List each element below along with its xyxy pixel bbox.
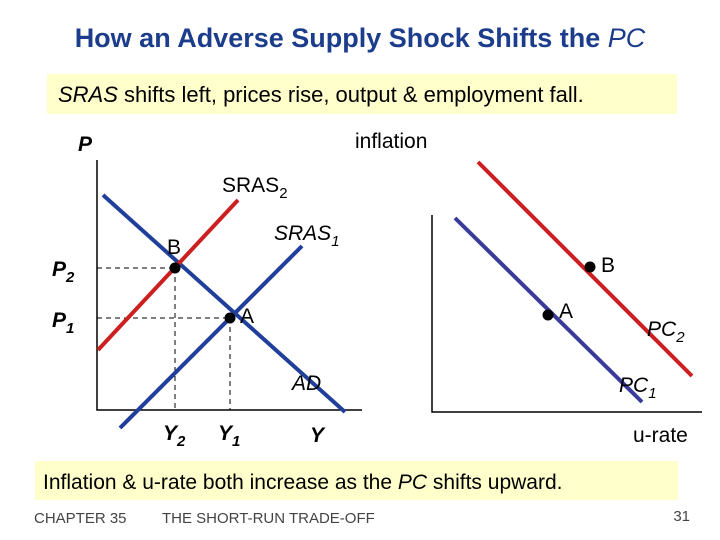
dashed-guides — [97, 267, 231, 410]
point-a — [224, 312, 236, 324]
curve-label: PC1 — [619, 374, 657, 402]
price-label: P1 — [52, 309, 74, 337]
x-axis-label: Y — [310, 424, 326, 447]
y-axis-label: inflation — [355, 130, 427, 153]
point-label: B — [167, 236, 181, 259]
footer-title: THE SHORT-RUN TRADE-OFF — [162, 510, 375, 527]
right-axes — [431, 215, 702, 413]
sras1-curve — [118, 244, 304, 430]
x-axis-label: u-rate — [633, 424, 688, 447]
point-label: A — [559, 300, 573, 323]
curve-label: PC2 — [647, 318, 685, 346]
y-axis-label: P — [78, 133, 93, 156]
conclusion-box — [35, 461, 678, 500]
curve-label: SRAS2 — [222, 174, 288, 202]
conclusion: Inflation & u-rate both increase as the … — [43, 471, 562, 494]
left-labels: P SRAS2 SRAS1 AD B A P2 P1 Y2 Y1 Y — [52, 133, 340, 450]
output-label: Y2 — [163, 422, 186, 450]
page-number: 31 — [673, 508, 690, 525]
point-label: B — [601, 254, 615, 277]
output-label: Y1 — [218, 422, 240, 450]
title: How an Adverse Supply Shock Shifts the P… — [75, 23, 646, 53]
sras2-curve — [96, 198, 240, 352]
ad-curve — [101, 193, 347, 414]
point-a — [542, 309, 554, 321]
subtitle: SRAS shifts left, prices rise, output & … — [58, 82, 584, 107]
right-labels: inflation B A PC2 PC1 u-rate — [355, 130, 688, 447]
curve-label: AD — [290, 372, 321, 395]
price-label: P2 — [52, 258, 75, 286]
subtitle-box — [47, 74, 677, 114]
curve-label: SRAS1 — [274, 222, 340, 250]
point-b — [584, 261, 596, 273]
left-axes — [96, 160, 362, 411]
point-label: A — [240, 305, 254, 328]
footer-chapter: CHAPTER 35 — [34, 510, 127, 527]
point-b — [169, 262, 181, 274]
